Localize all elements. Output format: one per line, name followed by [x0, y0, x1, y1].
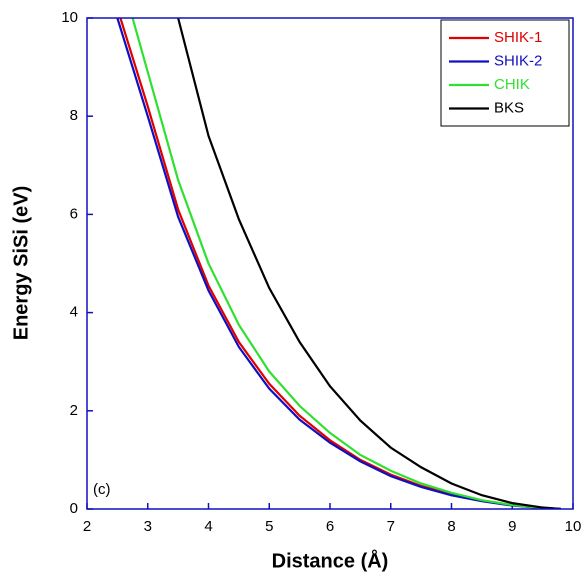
legend-label: CHIK [494, 76, 530, 93]
y-tick-label: 8 [70, 107, 78, 124]
y-axis-label: Energy SiSi (eV) [10, 186, 32, 341]
series-line [131, 18, 555, 509]
legend-label: SHIK-2 [494, 52, 542, 69]
y-tick-label: 6 [70, 205, 78, 222]
x-tick-label: 7 [387, 518, 395, 535]
y-tick-label: 0 [70, 500, 78, 517]
plot-frame [86, 17, 574, 510]
series-line [177, 18, 561, 509]
y-tick-label: 4 [70, 304, 78, 321]
x-axis-label: Distance (Å) [272, 548, 389, 572]
x-tick-label: 9 [508, 518, 516, 535]
x-tick-label: 8 [447, 518, 455, 535]
x-tick-label: 10 [565, 518, 582, 535]
panel-annotation: (c) [93, 481, 111, 498]
y-tick-label: 2 [70, 402, 78, 419]
plot-lines [116, 18, 561, 509]
legend-label: BKS [494, 99, 524, 116]
x-tick-label: 5 [265, 518, 273, 535]
x-tick-label: 4 [204, 518, 212, 535]
x-tick-label: 2 [83, 518, 91, 535]
x-tick-label: 6 [326, 518, 334, 535]
legend-label: SHIK-1 [494, 29, 542, 46]
x-tick-label: 3 [144, 518, 152, 535]
y-tick-label: 10 [61, 9, 78, 26]
